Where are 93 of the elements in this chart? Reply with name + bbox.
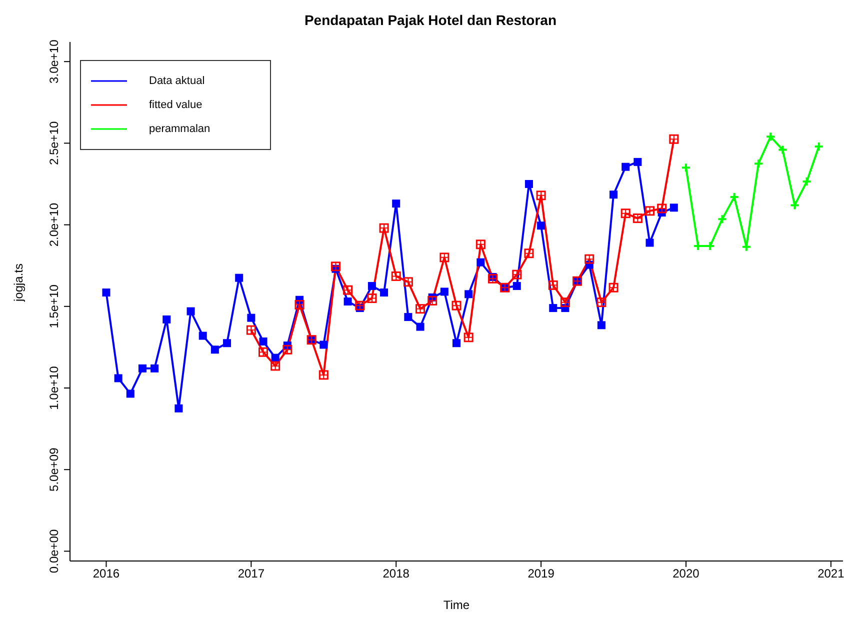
x-axis-title: Time: [443, 598, 470, 612]
point: [608, 282, 618, 292]
point: [512, 270, 522, 280]
point: [669, 134, 679, 144]
point: [802, 176, 812, 187]
point: [512, 282, 521, 290]
point: [536, 190, 546, 200]
point: [114, 374, 122, 382]
point: [452, 300, 462, 310]
point: [247, 314, 256, 322]
legend-label: perammalan: [149, 123, 210, 135]
point: [138, 364, 146, 372]
point: [282, 344, 292, 354]
point: [150, 364, 159, 372]
point: [778, 144, 788, 155]
point: [610, 190, 618, 199]
y-tick-label: 1.0e+10: [47, 366, 61, 410]
point: [186, 307, 195, 316]
point: [584, 254, 594, 264]
point: [729, 192, 740, 202]
point: [537, 222, 546, 230]
point: [560, 298, 570, 308]
point: [320, 340, 328, 349]
point: [318, 370, 328, 380]
point: [597, 321, 606, 330]
point: [416, 304, 426, 314]
chart-title: Pendapatan Pajak Hotel dan Restoran: [303, 12, 558, 28]
point: [294, 300, 304, 310]
point: [210, 346, 219, 354]
point: [622, 162, 630, 171]
point: [549, 304, 558, 312]
point: [524, 248, 534, 258]
point: [380, 288, 388, 297]
point: [657, 204, 667, 214]
point: [464, 290, 473, 298]
point: [440, 288, 448, 296]
point: [270, 361, 280, 371]
point: [198, 332, 207, 340]
point: [162, 315, 171, 324]
point: [596, 298, 606, 308]
y-tick-label: 2.0e+10: [47, 202, 61, 247]
y-tick-label: 5.0e+09: [47, 447, 61, 492]
point: [476, 258, 485, 266]
y-tick-label: 1.5e+10: [47, 284, 61, 328]
point: [403, 277, 413, 287]
point: [790, 200, 800, 210]
x-tick-label: 2016: [92, 566, 120, 581]
point: [174, 404, 183, 412]
point: [102, 288, 110, 297]
point: [452, 339, 460, 348]
point: [428, 296, 438, 306]
point: [223, 339, 232, 348]
point: [344, 298, 352, 306]
point: [548, 280, 558, 290]
point: [416, 322, 424, 331]
point: [646, 238, 654, 247]
point: [440, 252, 450, 262]
point: [355, 300, 365, 310]
point: [620, 208, 630, 218]
point: [330, 262, 340, 272]
point: [632, 214, 642, 224]
point: [391, 271, 401, 281]
legend-label: Data aktual: [149, 75, 205, 87]
point: [343, 285, 353, 295]
x-tick-label: 2021: [818, 566, 845, 581]
point: [717, 214, 728, 224]
x-tick-label: 2018: [382, 566, 410, 581]
point: [645, 206, 654, 216]
point: [259, 337, 268, 346]
point: [126, 390, 134, 398]
point: [476, 240, 486, 250]
y-tick-label: 3.0e+10: [47, 39, 61, 84]
point: [670, 204, 678, 212]
point: [753, 158, 764, 169]
point: [368, 282, 376, 290]
point: [524, 180, 533, 188]
point: [766, 132, 776, 142]
y-axis-title: jogja.ts: [11, 263, 26, 302]
point: [367, 293, 377, 303]
point: [634, 158, 642, 166]
y-tick-label: 0.0e+00: [47, 529, 61, 574]
point: [404, 313, 412, 322]
point: [464, 332, 474, 342]
legend-label: fitted value: [149, 99, 202, 111]
x-tick-label: 2017: [238, 566, 265, 581]
point: [246, 325, 256, 335]
y-tick-label: 2.5e+10: [47, 121, 61, 166]
point: [235, 274, 244, 282]
point: [379, 223, 389, 233]
x-tick-label: 2019: [528, 566, 555, 581]
point: [392, 200, 400, 208]
x-tick-label: 2020: [672, 566, 700, 581]
point: [258, 347, 268, 357]
